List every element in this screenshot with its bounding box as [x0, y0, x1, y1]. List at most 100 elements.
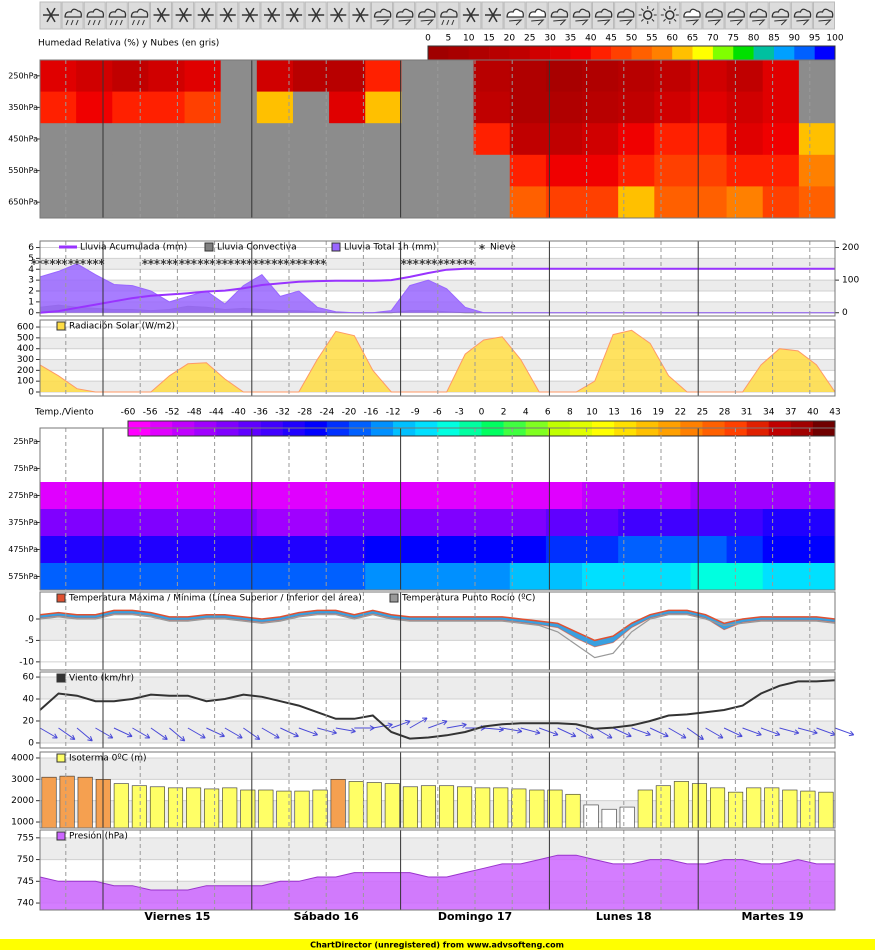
- colorbar-label: -56: [143, 408, 158, 418]
- bar: [204, 788, 220, 829]
- weather-icon: [663, 18, 666, 22]
- heat-cell: [256, 563, 294, 591]
- colorbar-cell: [712, 46, 734, 60]
- cloud-cell: [292, 154, 330, 187]
- colorbar-label: -9: [411, 408, 420, 418]
- colorbar-label: -32: [275, 408, 290, 418]
- colorbar-cell: [448, 46, 469, 60]
- snow-markers: [234, 259, 253, 265]
- colorbar-label: 43: [829, 408, 840, 418]
- colorbar-cell: [651, 46, 673, 60]
- snow-marker-stroke: [283, 260, 290, 264]
- colorbar-cell: [794, 46, 815, 60]
- heat-cell: [654, 536, 691, 564]
- snow-marker: [462, 259, 469, 265]
- snow-marker: [425, 259, 432, 265]
- bar: [240, 789, 256, 829]
- heat-cell: [654, 563, 691, 591]
- cloud-cell: [112, 154, 149, 187]
- cloud-cell: [798, 60, 836, 93]
- heat-cell: [148, 563, 186, 591]
- heat-cell: [292, 536, 330, 564]
- heat-cell: [292, 509, 330, 537]
- heat-cell: [798, 482, 836, 510]
- weather-icon: [420, 19, 435, 26]
- colorbar-cell: [672, 46, 693, 60]
- snow-marker-stroke: [148, 260, 154, 264]
- icon-box: [813, 1, 835, 30]
- weather-icon: [109, 19, 113, 26]
- weather-icon: [597, 19, 611, 26]
- bar: [77, 776, 93, 829]
- colorbar-cell: [509, 46, 531, 60]
- snow-marker: [92, 259, 99, 265]
- heat-cell: [762, 509, 800, 537]
- snow-marker-stroke: [271, 260, 278, 264]
- weather-icon: [550, 8, 569, 18]
- weather-icon: [87, 19, 91, 26]
- snow-marker-stroke: [295, 260, 302, 264]
- colorbar-label: 75: [728, 34, 739, 44]
- heat-cell: [545, 536, 583, 564]
- cloud-cell: [401, 154, 438, 187]
- heat-cell: [762, 123, 800, 156]
- y2-tick-label: 0: [842, 308, 848, 318]
- heat-cell: [256, 509, 294, 537]
- heat-cell: [220, 482, 258, 510]
- heat-cell: [148, 91, 186, 124]
- colorbar-label: 55: [646, 34, 657, 44]
- bar: [565, 793, 581, 829]
- bar: [746, 787, 762, 829]
- snow-markers: [419, 259, 438, 265]
- snow-marker: [479, 244, 485, 250]
- cloud-cell: [437, 123, 475, 156]
- bar: [655, 785, 671, 829]
- snow-marker-stroke: [166, 260, 173, 264]
- weather-icon: [451, 19, 455, 26]
- snow-marker: [74, 259, 80, 265]
- y-tick-label: 300: [17, 355, 34, 365]
- heat-cell: [654, 509, 691, 537]
- weather-icon: [619, 19, 633, 26]
- level-label: 650hPa: [8, 198, 38, 207]
- level-label: 25hPa: [13, 437, 38, 446]
- bar: [366, 782, 382, 829]
- wind-arrow: [58, 727, 76, 740]
- cloud-cell: [365, 186, 402, 219]
- heat-cell: [545, 91, 583, 124]
- icon-box: [371, 1, 393, 30]
- legend-swatch: [56, 753, 66, 763]
- wind-arrow: [760, 727, 781, 737]
- heat-cell: [329, 536, 366, 564]
- colorbar-label: 100: [826, 34, 843, 44]
- bar: [439, 785, 455, 829]
- bar: [493, 787, 509, 829]
- colorbar-label: 6: [545, 408, 551, 418]
- weather-icon: [531, 19, 545, 26]
- snow-marker-stroke: [240, 260, 247, 264]
- heat-cell: [184, 509, 222, 537]
- snow-marker-stroke: [431, 260, 438, 264]
- snow-marker-stroke: [425, 260, 432, 264]
- heat-cell: [509, 186, 547, 219]
- weather-icon: [730, 19, 744, 26]
- colorbar-label: 60: [666, 34, 678, 44]
- weather-icon: [355, 7, 366, 23]
- snow-marker: [320, 259, 327, 265]
- legend-swatch: [56, 673, 66, 683]
- cloud-cell: [76, 154, 113, 187]
- wind-arrow: [539, 727, 559, 737]
- snow-marker: [148, 259, 154, 265]
- colorbar-label: 40: [807, 408, 819, 418]
- snow-markers: [216, 259, 234, 265]
- icon-box: [724, 1, 747, 30]
- cloud-cell: [473, 186, 511, 219]
- icon-box: [547, 1, 570, 30]
- y-tick-label: -10: [19, 657, 34, 667]
- bar: [330, 779, 346, 829]
- bar: [800, 790, 816, 829]
- heat-cell: [184, 482, 222, 510]
- y-tick-label: 2: [28, 287, 34, 297]
- panel-frame: [39, 591, 836, 671]
- heat-cell: [582, 482, 619, 510]
